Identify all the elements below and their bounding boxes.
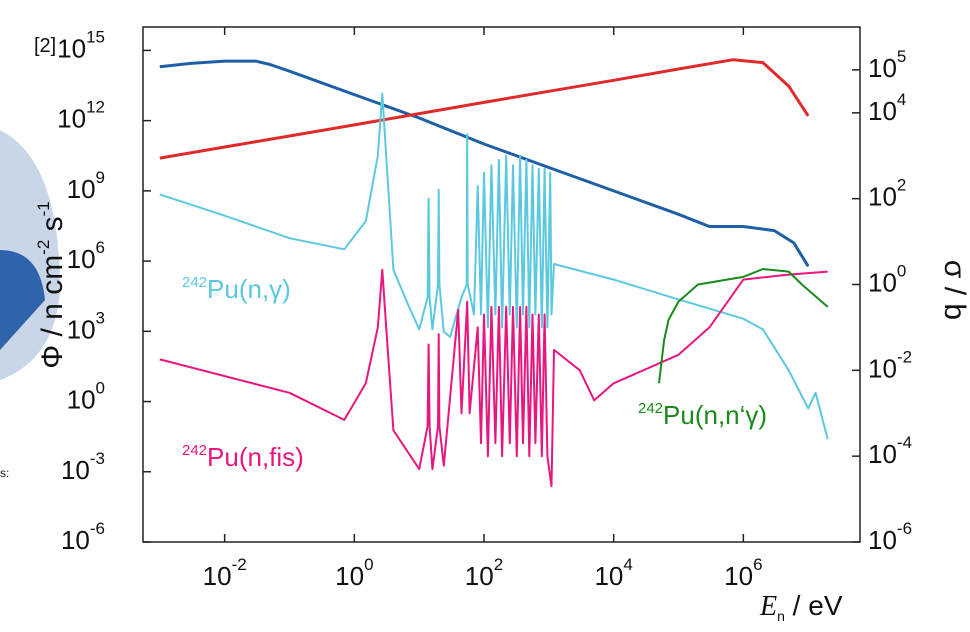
- y2-tick-label: 104: [868, 90, 906, 125]
- y-tick-label: 103: [67, 309, 105, 344]
- y-tick-label: 109: [67, 168, 105, 203]
- y2-tick-label-exponent: 2: [897, 176, 906, 195]
- x-tick-label-exponent: 0: [364, 555, 373, 574]
- x-axis-label-symbol: E: [759, 591, 777, 622]
- y-axis-label-main: s: [36, 216, 69, 239]
- y2-tick-label-exponent: 5: [897, 47, 906, 66]
- y-tick-label-base: 10: [57, 33, 86, 63]
- annotation-text: Pu(n,γ): [207, 274, 291, 304]
- x-tick-label: 100: [335, 555, 373, 590]
- annotation-text: Pu(n,fis): [207, 442, 304, 472]
- y2-tick-label: 100: [868, 262, 906, 297]
- x-axis-label-unit: / eV: [785, 590, 843, 621]
- series-line: [159, 59, 810, 268]
- annotation-sup: 242: [182, 442, 207, 459]
- note: [2]: [34, 35, 56, 57]
- y2-tick-label-exponent: -2: [897, 348, 912, 367]
- y2-tick-label-exponent: -6: [897, 519, 912, 538]
- y2-tick-label-exponent: -4: [897, 434, 912, 453]
- annotation-text: Pu(n,n‘γ): [663, 400, 767, 430]
- y-tick-label-base: 10: [67, 244, 96, 274]
- series-line: [658, 268, 829, 384]
- logo-fragment: [0, 250, 45, 350]
- y-tick-label: 100: [67, 379, 105, 414]
- y2-tick-label: 10-2: [868, 348, 912, 383]
- y2-tick-label: 10-6: [868, 519, 912, 554]
- y-tick-label-exponent: 3: [96, 309, 105, 328]
- y-axis-label-main: Φ / n cm: [36, 255, 69, 369]
- x-tick-label-exponent: 6: [753, 555, 762, 574]
- x-axis-label-sub: n: [777, 608, 785, 624]
- y-tick-label-exponent: 12: [86, 98, 105, 117]
- y-tick-label-exponent: 0: [96, 379, 105, 398]
- series-annotation: 242Pu(n,n‘γ): [638, 400, 767, 430]
- y-tick-label-exponent: 9: [96, 168, 105, 187]
- y-tick-label: 1015: [57, 28, 105, 63]
- x-tick-label-base: 10: [203, 561, 232, 591]
- y-tick-label: 1012: [57, 98, 105, 133]
- side-text: s:: [0, 466, 9, 480]
- y-tick-label: 106: [67, 239, 105, 274]
- y-tick-label: 10-6: [61, 519, 105, 554]
- y-tick-label: 10-3: [61, 449, 105, 484]
- y2-tick-label-base: 10: [868, 96, 897, 126]
- series-annotation: 242Pu(n,γ): [182, 274, 291, 304]
- y2-tick-label: 102: [868, 176, 906, 211]
- x-tick-label: 10-2: [203, 555, 247, 590]
- y-axis-label-exp: -1: [34, 201, 53, 216]
- y-tick-label-exponent: -6: [90, 519, 105, 538]
- x-tick-label-base: 10: [465, 561, 494, 591]
- y2-tick-label-base: 10: [868, 182, 897, 212]
- y-tick-label-exponent: 15: [86, 28, 105, 47]
- y2-tick-label-base: 10: [868, 439, 897, 469]
- x-tick-label-exponent: -2: [232, 555, 247, 574]
- y2-tick-label-base: 10: [868, 53, 897, 83]
- x-tick-label: 106: [724, 555, 762, 590]
- y2-tick-label: 105: [868, 47, 906, 82]
- y2-tick-label-exponent: 0: [897, 262, 906, 281]
- y-axis-label-exp: -2: [34, 240, 53, 255]
- y2-tick-label-base: 10: [868, 353, 897, 383]
- y2-axis-label: σ / b: [938, 260, 970, 320]
- y2-tick-label-base: 10: [868, 525, 897, 555]
- y-tick-label-exponent: 6: [96, 239, 105, 258]
- plot-area: [159, 58, 829, 488]
- y-tick-label-base: 10: [61, 455, 90, 485]
- annotation-sup: 242: [182, 274, 207, 291]
- x-axis-label: En / eV: [759, 590, 843, 624]
- x-tick-label-base: 10: [724, 561, 753, 591]
- series-line: [159, 92, 829, 440]
- y-tick-label-base: 10: [61, 525, 90, 555]
- x-tick-label-base: 10: [594, 561, 623, 591]
- x-tick-label-exponent: 2: [494, 555, 503, 574]
- series-annotation: 242Pu(n,fis): [182, 442, 304, 472]
- x-tick-label: 102: [465, 555, 503, 590]
- x-tick-label-exponent: 4: [623, 555, 632, 574]
- y-axis-label: Φ / n cm-2 s-1: [34, 201, 69, 369]
- annotation-sup: 242: [638, 400, 663, 417]
- y-tick-label-base: 10: [67, 314, 96, 344]
- y2-tick-label: 10-4: [868, 434, 912, 469]
- y2-tick-label-exponent: 4: [897, 90, 906, 109]
- x-tick-label: 104: [594, 555, 632, 590]
- y-tick-label-base: 10: [67, 384, 96, 414]
- series-line: [159, 268, 828, 488]
- series-line: [159, 58, 810, 160]
- y-tick-label-base: 10: [57, 104, 86, 134]
- y-tick-label-base: 10: [67, 174, 96, 204]
- y2-tick-label-base: 10: [868, 267, 897, 297]
- y-tick-label-exponent: -3: [90, 449, 105, 468]
- x-tick-label-base: 10: [335, 561, 364, 591]
